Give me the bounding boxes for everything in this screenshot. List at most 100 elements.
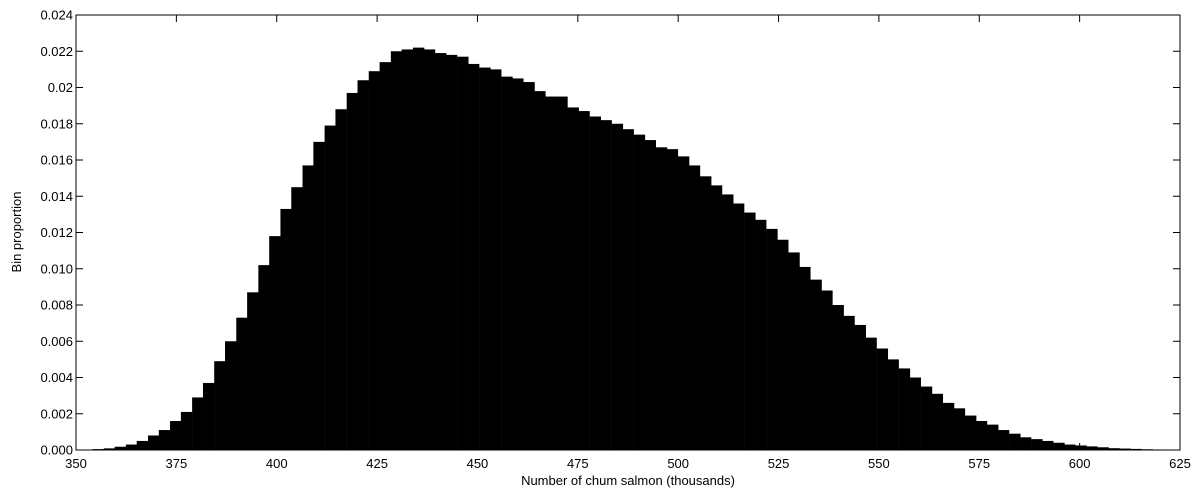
histogram-bar: [214, 361, 226, 450]
y-tick-label: 0.018: [40, 116, 73, 131]
histogram-bar: [1075, 445, 1087, 450]
histogram-bar: [192, 397, 204, 450]
histogram-bar: [435, 53, 447, 451]
histogram-bar: [335, 109, 347, 450]
histogram-bar: [1097, 447, 1109, 450]
y-tick-label: 0.02: [48, 80, 73, 95]
histogram-bar: [854, 324, 866, 450]
histogram-bar: [1009, 433, 1021, 450]
histogram-bar: [357, 80, 369, 450]
histogram-bar: [732, 203, 745, 450]
histogram-bar: [247, 292, 259, 450]
histogram-bar: [611, 123, 624, 450]
histogram-bar: [1086, 446, 1098, 451]
histogram-bar: [688, 165, 701, 450]
histogram-bar: [953, 408, 966, 450]
histogram-bar: [710, 185, 723, 451]
histogram-bar: [390, 51, 403, 450]
histogram-bar: [1042, 440, 1054, 450]
histogram-bar: [291, 187, 303, 450]
x-tick-label: 400: [266, 456, 288, 471]
histogram-bar: [125, 444, 138, 450]
histogram-bar: [1130, 448, 1142, 450]
y-tick-label: 0.010: [40, 261, 73, 276]
histogram-bar: [909, 377, 921, 450]
histogram-bar: [556, 96, 568, 450]
histogram-bar: [324, 125, 337, 450]
histogram-bar: [412, 47, 425, 451]
histogram-bar: [666, 149, 679, 451]
histogram-bar: [512, 78, 524, 450]
histogram-bar: [766, 228, 778, 451]
histogram-bar: [788, 252, 800, 450]
histogram-bar: [1108, 448, 1120, 450]
histogram-bar: [799, 266, 811, 450]
histogram-bar: [1053, 442, 1065, 450]
histogram-bar: [777, 239, 789, 450]
histogram-bar: [975, 421, 988, 450]
histogram-bar: [346, 92, 359, 450]
histogram-bar: [655, 147, 668, 450]
histogram-bar: [280, 208, 292, 450]
y-tick-label: 0.000: [40, 443, 73, 458]
histogram-bar: [1019, 437, 1032, 450]
x-tick-label: 525: [768, 456, 790, 471]
histogram-bar: [942, 402, 955, 451]
histogram-bar: [136, 440, 149, 450]
histogram-bar: [843, 315, 855, 451]
histogram-bar: [114, 446, 127, 450]
histogram-bar: [1119, 448, 1131, 450]
histogram-bar: [821, 290, 833, 450]
histogram-bar: [987, 424, 999, 451]
histogram-bar: [931, 393, 944, 450]
x-axis-label: Number of chum salmon (thousands): [521, 473, 735, 488]
histogram-bar: [225, 341, 237, 450]
histogram-bars: [92, 47, 1176, 451]
y-tick-label: 0.022: [40, 44, 73, 59]
y-tick-label: 0.004: [40, 370, 73, 385]
histogram-bar: [401, 49, 414, 450]
y-axis-label: Bin proportion: [9, 192, 24, 273]
histogram-bar: [457, 56, 469, 450]
histogram-bar: [920, 386, 933, 450]
histogram-bar: [722, 194, 734, 450]
histogram-bar: [258, 265, 270, 451]
histogram-bar: [644, 140, 656, 450]
y-tick-label: 0.006: [40, 334, 73, 349]
x-tick-label: 600: [1069, 456, 1091, 471]
x-tick-label: 425: [366, 456, 388, 471]
histogram-bar: [754, 219, 767, 450]
x-tick-label: 375: [166, 456, 188, 471]
histogram-bar: [236, 317, 248, 450]
histogram-bar: [744, 212, 756, 450]
x-tick-label: 350: [65, 456, 87, 471]
histogram-bar: [567, 107, 579, 450]
histogram-bar: [269, 236, 281, 451]
histogram-bar: [302, 165, 314, 450]
histogram-bar: [589, 116, 601, 450]
histogram-bar: [158, 430, 171, 450]
histogram-bar: [545, 96, 557, 450]
x-tick-label: 450: [467, 456, 489, 471]
histogram-bar: [379, 62, 392, 451]
histogram-bar: [368, 71, 381, 450]
histogram-bar: [964, 415, 977, 450]
histogram-bar: [997, 430, 1010, 450]
histogram-bar: [170, 421, 182, 450]
histogram-bar: [1064, 444, 1076, 450]
histogram-bar: [887, 359, 899, 451]
histogram-bar: [479, 67, 491, 450]
histogram-bar: [534, 91, 546, 451]
histogram-bar: [490, 69, 502, 451]
histogram-bar: [445, 54, 458, 451]
histogram-bar: [578, 111, 590, 450]
y-axis-ticks: 0.000 0.002 0.004 0.006 0.008 0.010 0.012 0.014…: [40, 8, 1180, 458]
histogram-bar: [810, 279, 822, 451]
y-tick-label: 0.008: [40, 298, 73, 313]
histogram-bar: [677, 156, 690, 450]
histogram-bar: [147, 435, 160, 450]
histogram-bar: [313, 141, 325, 451]
histogram-bar: [876, 348, 889, 450]
y-tick-label: 0.012: [40, 225, 73, 240]
histogram-bar: [467, 63, 480, 450]
